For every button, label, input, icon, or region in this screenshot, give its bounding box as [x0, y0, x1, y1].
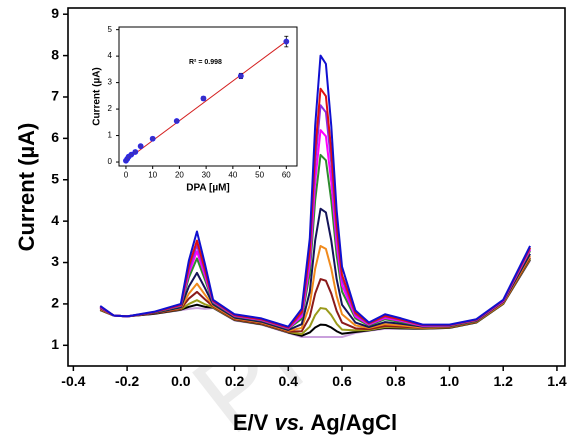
y-tick-label: 3	[108, 78, 113, 87]
x-tick-label: 0.2	[225, 373, 245, 389]
data-point	[200, 95, 207, 102]
x-axis-title: DPA [µM]	[186, 183, 230, 194]
x-tick-label: 0.8	[386, 373, 406, 389]
x-tick-label: 60	[282, 171, 291, 180]
x-tick-label: 10	[148, 171, 157, 180]
data-point	[137, 143, 144, 150]
y-tick-label: 2	[108, 104, 113, 113]
x-tick-label: -0.4	[61, 373, 85, 389]
y-tick-label: 5	[51, 170, 59, 186]
x-axis-title-part: Ag/AgCl	[305, 410, 397, 435]
y-tick-label: 5	[108, 25, 113, 34]
y-tick-label: 7	[51, 88, 59, 104]
y-tick-label: 1	[51, 336, 59, 352]
x-tick-label: 30	[202, 171, 211, 180]
x-tick-label: 0	[124, 171, 129, 180]
x-tick-label: 50	[255, 171, 264, 180]
x-tick-label: 40	[228, 171, 237, 180]
x-tick-label: -0.2	[115, 373, 139, 389]
data-point	[149, 135, 156, 142]
y-tick-label: 1	[108, 131, 113, 140]
x-tick-label: 1.2	[493, 373, 513, 389]
y-axis-title: Current (µA)	[92, 67, 103, 126]
data-point	[283, 38, 290, 45]
x-tick-label: 20	[175, 171, 184, 180]
x-tick-label: 0.6	[332, 373, 352, 389]
voltammogram-line	[99, 244, 531, 332]
y-tick-label: 9	[51, 5, 59, 21]
data-point	[237, 73, 244, 79]
data-point	[128, 151, 135, 158]
y-tick-label: 4	[51, 212, 59, 228]
y-tick-label: 6	[51, 129, 59, 145]
y-tick-label: 2	[51, 295, 59, 311]
data-point	[173, 118, 180, 124]
voltammogram-line	[99, 54, 531, 328]
x-axis-title-part: vs.	[274, 410, 305, 435]
annotation: R² = 0.998	[189, 59, 222, 66]
y-tick-label: 3	[51, 253, 59, 269]
x-axis-title: E/V vs. Ag/AgCl	[233, 410, 397, 435]
x-tick-label: 1.4	[547, 373, 567, 389]
y-tick-label: 0	[108, 157, 113, 166]
data-point	[132, 149, 139, 155]
y-axis-title: Current (µA)	[14, 123, 39, 252]
plot-frame	[118, 26, 298, 167]
y-tick-label: 8	[51, 46, 59, 62]
x-tick-label: 0.4	[279, 373, 299, 389]
x-tick-label: 0.0	[171, 373, 191, 389]
x-tick-label: 1.0	[440, 373, 460, 389]
y-tick-label: 4	[108, 51, 113, 60]
x-axis-title-part: E/V	[233, 410, 275, 435]
voltammogram-line	[99, 207, 531, 331]
